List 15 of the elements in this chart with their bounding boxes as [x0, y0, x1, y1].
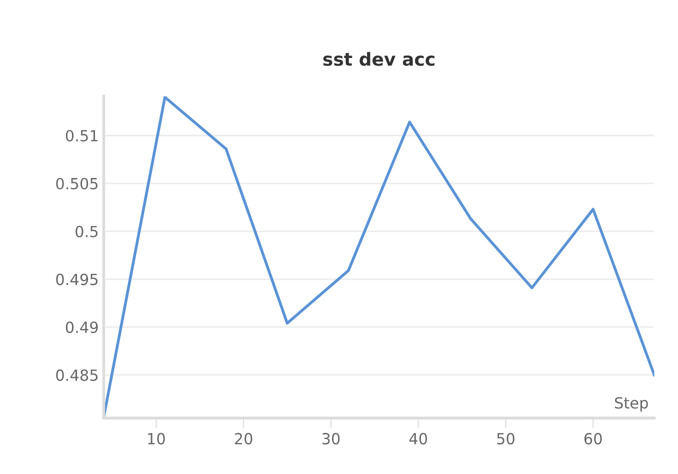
x-tick-label: 60 [584, 432, 602, 444]
x-axis-title: Step [614, 397, 648, 412]
x-tick-label: 40 [409, 432, 428, 444]
y-tick-label: 0.485 [56, 369, 98, 381]
x-tick-label: 30 [322, 432, 340, 444]
y-tick-label: 0.495 [56, 274, 98, 286]
line-series [104, 96, 654, 418]
chart-title: sst dev acc [323, 52, 434, 66]
y-tick-label: 0.51 [66, 130, 98, 142]
y-tick-label: 0.505 [56, 178, 98, 190]
y-tick-label: 0.5 [76, 226, 98, 238]
x-tick-label: 10 [148, 432, 165, 444]
y-tick-label: 0.49 [66, 322, 98, 334]
x-tick-label: 50 [497, 432, 514, 444]
x-tick-label: 20 [234, 432, 252, 444]
